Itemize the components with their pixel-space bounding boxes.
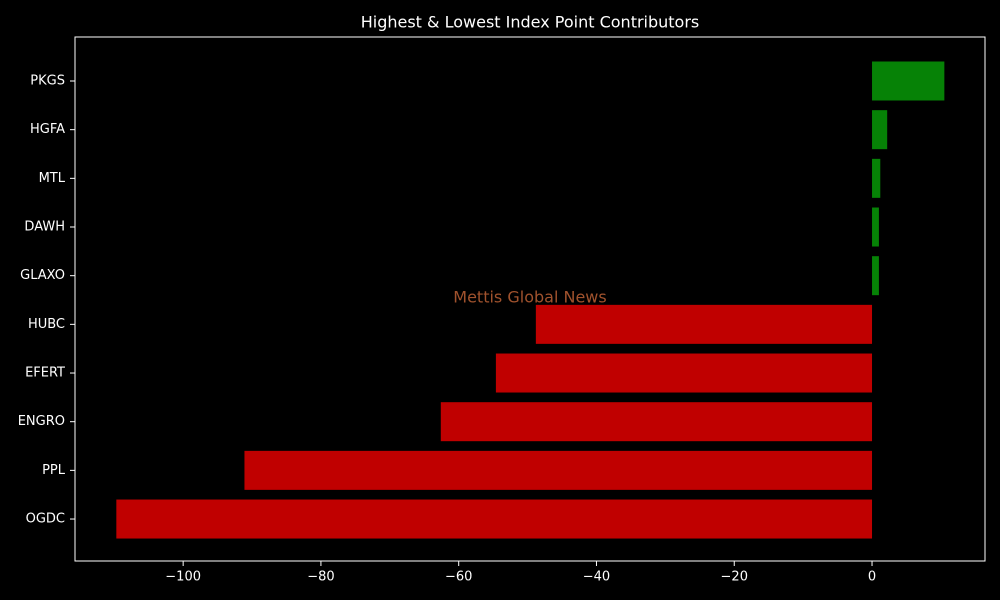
y-tick-label: PPL [42,463,66,478]
bar [872,207,879,247]
bar [872,158,881,198]
bar [872,256,879,296]
y-tick-label: GLAXO [20,268,65,283]
y-tick-label: ENGRO [18,414,65,429]
y-tick-label: PKGS [30,74,65,89]
plot-frame [74,36,986,562]
bar [116,499,873,539]
bar [495,353,873,393]
bar [440,402,873,442]
bar [872,61,945,101]
bar [872,110,888,150]
y-tick-label: OGDC [26,512,65,527]
x-tick-label: −100 [165,570,201,585]
y-tick-label: DAWH [24,220,65,235]
x-tick-label: −40 [583,570,610,585]
bar [244,450,873,490]
bar [535,304,873,344]
y-tick-label: HGFA [30,122,65,137]
x-tick-label: −20 [721,570,748,585]
y-tick-label: EFERT [25,366,65,381]
y-tick-label: MTL [39,171,66,186]
annotation: Mettis Global News [453,288,606,307]
x-tick-label: −60 [445,570,472,585]
y-tick-label: HUBC [28,317,65,332]
x-tick-label: −80 [307,570,334,585]
x-tick-label: 0 [868,570,876,585]
chart-title: Highest & Lowest Index Point Contributor… [361,13,700,32]
